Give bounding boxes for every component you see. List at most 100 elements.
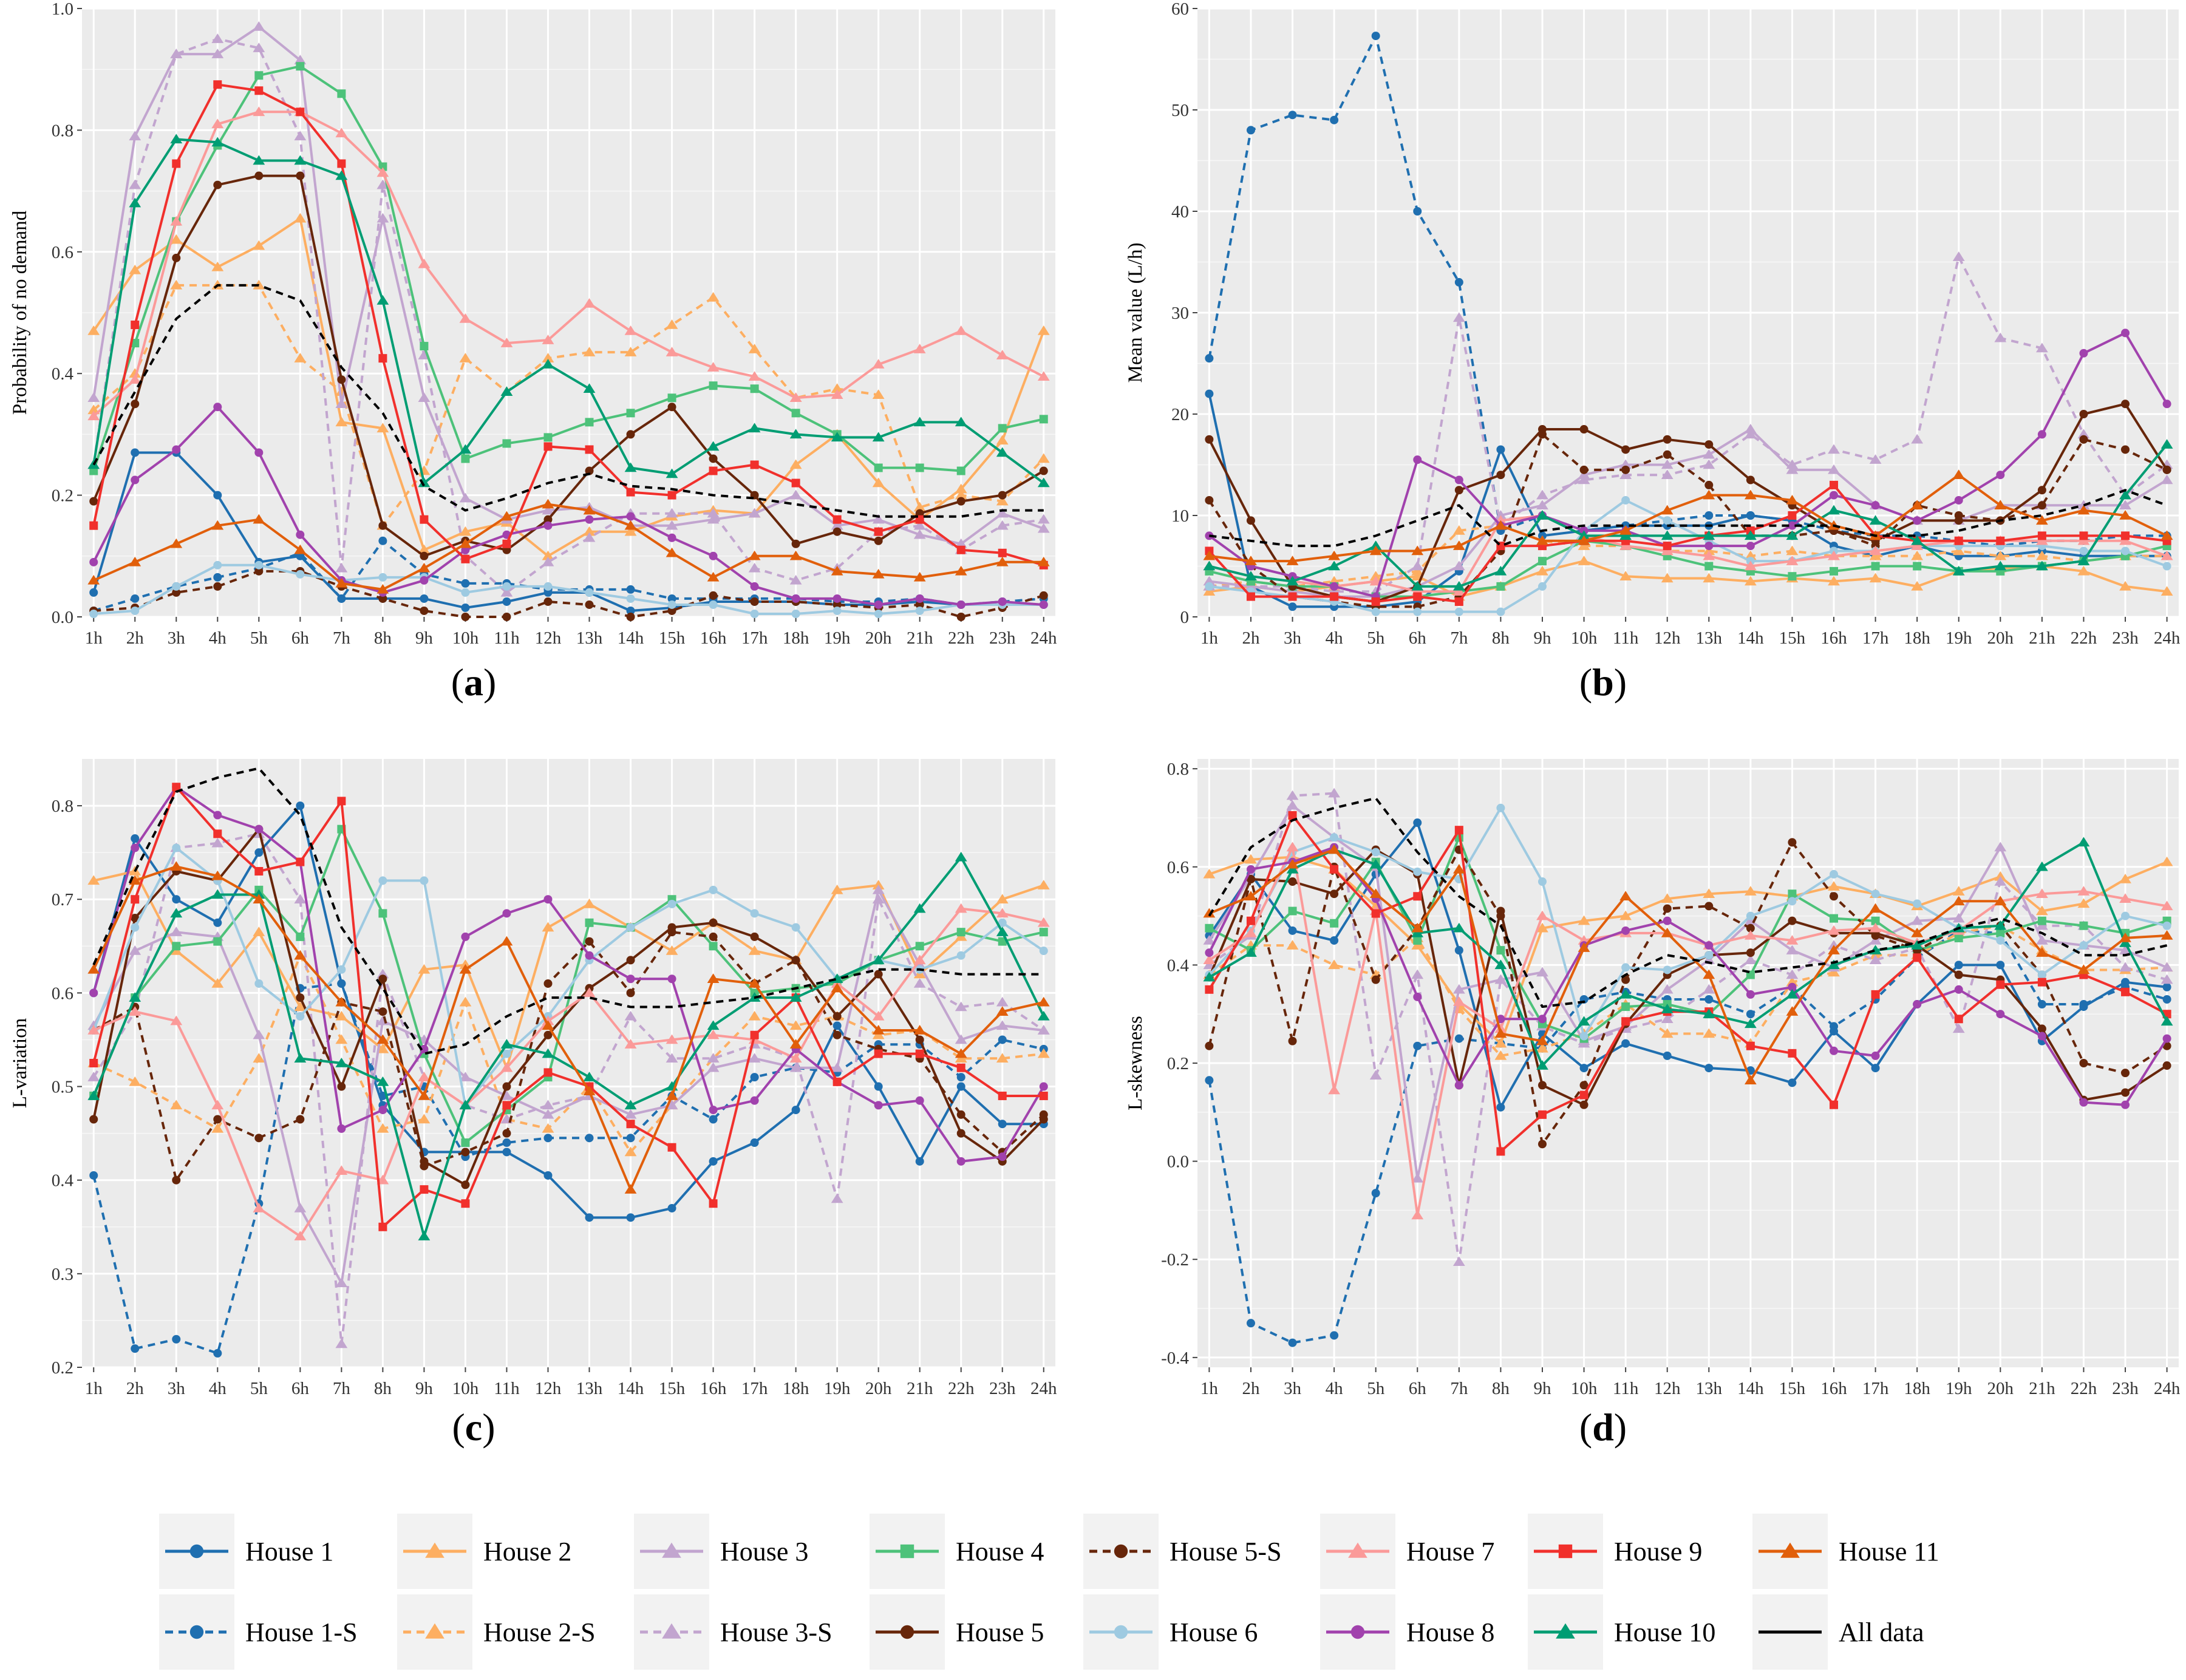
data-point xyxy=(335,562,348,573)
data-point xyxy=(585,515,594,524)
data-point xyxy=(2037,916,2046,925)
data-point xyxy=(211,870,224,880)
data-point xyxy=(1496,1147,1505,1156)
x-tick-label: 6h xyxy=(291,628,310,648)
data-point xyxy=(1788,916,1797,925)
data-point xyxy=(1369,540,1382,550)
data-point xyxy=(955,903,967,913)
data-point xyxy=(1663,916,1672,925)
legend-item-house-5: House 5 xyxy=(870,1594,1044,1670)
data-point xyxy=(2035,342,2048,353)
data-point xyxy=(996,1053,1009,1063)
data-point xyxy=(1954,933,1963,942)
data-point xyxy=(1830,480,1839,489)
x-tick-label: 1h xyxy=(85,1379,103,1398)
x-tick-label: 23h xyxy=(989,628,1016,648)
series-line xyxy=(1208,483,2167,603)
data-point xyxy=(789,459,802,469)
data-point xyxy=(378,536,387,545)
y-tick-label: 0.8 xyxy=(52,121,73,140)
data-point xyxy=(1661,545,1674,556)
x-tick-label: 19h xyxy=(824,628,851,648)
data-point xyxy=(2035,535,2048,545)
data-point xyxy=(296,530,305,539)
data-point xyxy=(253,240,265,250)
x-tick-label: 17h xyxy=(741,628,768,648)
data-point xyxy=(1661,459,1674,469)
caption-close-paren: ) xyxy=(1614,1406,1627,1449)
data-point xyxy=(956,1157,965,1166)
data-point xyxy=(585,918,594,927)
data-point xyxy=(211,520,224,530)
data-point xyxy=(2037,531,2046,540)
data-point xyxy=(1744,429,1757,439)
data-point xyxy=(998,1152,1007,1161)
x-tick-label: 12h xyxy=(535,1379,562,1398)
data-point xyxy=(211,837,224,848)
data-point xyxy=(955,417,967,427)
x-tick-label: 2h xyxy=(126,1379,145,1398)
data-point xyxy=(2077,837,2090,847)
data-point xyxy=(956,600,965,609)
data-point xyxy=(543,582,553,591)
data-point xyxy=(1494,510,1507,520)
x-tick-label: 8h xyxy=(374,1379,392,1398)
data-point xyxy=(913,978,926,988)
data-point xyxy=(874,609,883,618)
data-point xyxy=(1621,963,1630,972)
data-point xyxy=(1911,535,1924,545)
data-point xyxy=(1996,1010,2005,1019)
series-line xyxy=(1208,806,2168,1038)
data-point xyxy=(996,1006,1009,1016)
data-point xyxy=(129,992,141,1002)
data-point xyxy=(1704,995,1714,1004)
data-point xyxy=(1703,969,1715,979)
x-tick-label: 19h xyxy=(824,1379,851,1398)
x-tick-label: 22h xyxy=(948,628,975,648)
data-point xyxy=(707,1029,720,1039)
data-point xyxy=(748,978,761,988)
data-point xyxy=(1454,1034,1463,1043)
data-point xyxy=(585,466,594,475)
legend-item-house-1: House 1 xyxy=(159,1514,333,1589)
legend-label: House 5 xyxy=(956,1617,1044,1647)
data-point xyxy=(1452,586,1465,596)
data-point xyxy=(1288,1338,1297,1347)
data-point xyxy=(461,932,470,941)
x-tick-label: 18h xyxy=(783,628,809,648)
data-point xyxy=(998,937,1007,946)
data-point xyxy=(1786,934,1799,945)
data-point xyxy=(1828,959,1840,970)
data-point xyxy=(913,529,926,539)
data-point xyxy=(294,55,307,64)
x-tick-label: 11h xyxy=(494,628,520,648)
series-line xyxy=(92,38,1044,594)
data-point xyxy=(1413,207,1422,216)
data-point xyxy=(626,488,635,497)
data-point xyxy=(378,521,387,530)
data-point xyxy=(1413,607,1422,616)
data-point xyxy=(1288,1036,1297,1046)
data-point xyxy=(543,442,553,451)
series-line xyxy=(92,26,1044,545)
data-point xyxy=(2035,947,2048,957)
data-point xyxy=(1494,1038,1507,1048)
series-house-8 xyxy=(1205,328,2171,601)
data-point xyxy=(667,491,676,500)
data-point xyxy=(1871,1051,1880,1060)
legend-label: House 8 xyxy=(1406,1617,1494,1647)
data-point xyxy=(294,894,307,903)
data-point xyxy=(1830,914,1839,923)
legend-label: House 11 xyxy=(1839,1537,1939,1566)
data-point xyxy=(585,1134,594,1143)
data-point xyxy=(2119,500,2131,510)
data-point xyxy=(1413,455,1422,464)
data-point xyxy=(376,179,389,189)
data-point xyxy=(337,797,346,806)
x-tick-label: 14h xyxy=(618,628,644,648)
data-point xyxy=(1578,535,1590,545)
data-point xyxy=(1037,477,1050,488)
data-point xyxy=(709,381,718,390)
data-point xyxy=(1037,514,1050,524)
data-point xyxy=(418,1231,431,1240)
